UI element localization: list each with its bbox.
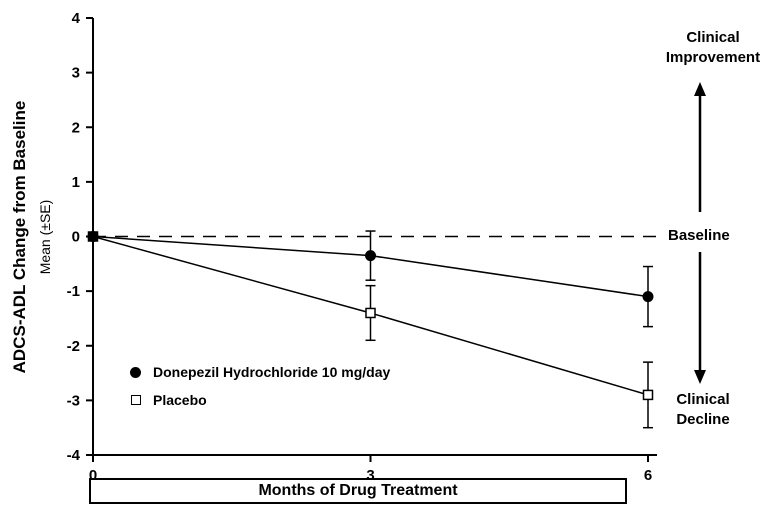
x-axis-label: Months of Drug Treatment [258, 482, 458, 499]
tick-label: 6 [644, 467, 652, 484]
data-point-filled-circle [642, 291, 654, 303]
y-axis-label-text: ADCS-ADL Change from Baseline [10, 100, 29, 374]
legend-item-donepezil: Donepezil Hydrochloride 10 mg/day [130, 358, 390, 386]
filled-circle-marker-icon [130, 366, 141, 378]
legend-label-placebo: Placebo [153, 392, 207, 408]
tick-label: 0 [89, 467, 97, 484]
legend-label-donepezil: Donepezil Hydrochloride 10 mg/day [153, 364, 391, 380]
annotation-baseline: Baseline [668, 227, 730, 244]
tick-label: 2 [72, 119, 80, 136]
y-axis-label: ADCS-ADL Change from Baseline [10, 101, 30, 374]
tick-label: 3 [366, 467, 374, 484]
down-arrow-icon-head [694, 370, 706, 384]
legend: Donepezil Hydrochloride 10 mg/day Placeb… [130, 358, 390, 414]
annotation-clinical-decline: Clinical Decline [676, 391, 730, 429]
legend-item-placebo: Placebo [130, 386, 390, 414]
data-point-open-square [365, 307, 376, 319]
y-axis-sublabel: Mean (±SE) [37, 199, 53, 275]
tick-label: 0 [72, 229, 80, 246]
open-square-marker-icon [131, 395, 141, 405]
tick-label: -1 [67, 283, 80, 300]
tick-label: -3 [67, 392, 80, 409]
data-point-filled-circle [87, 231, 99, 242]
up-arrow-icon-head [694, 82, 706, 96]
data-point-open-square [642, 389, 654, 401]
tick-label: 4 [72, 10, 81, 27]
tick-label: 1 [72, 174, 80, 191]
tick-label: -2 [67, 338, 80, 355]
tick-label: 3 [72, 65, 80, 82]
x-axis-label-box: Months of Drug Treatment [89, 478, 627, 504]
annotation-clinical-improvement: Clinical Improvement [665, 29, 761, 67]
data-point-filled-circle [365, 250, 376, 262]
tick-label: -4 [67, 447, 81, 464]
